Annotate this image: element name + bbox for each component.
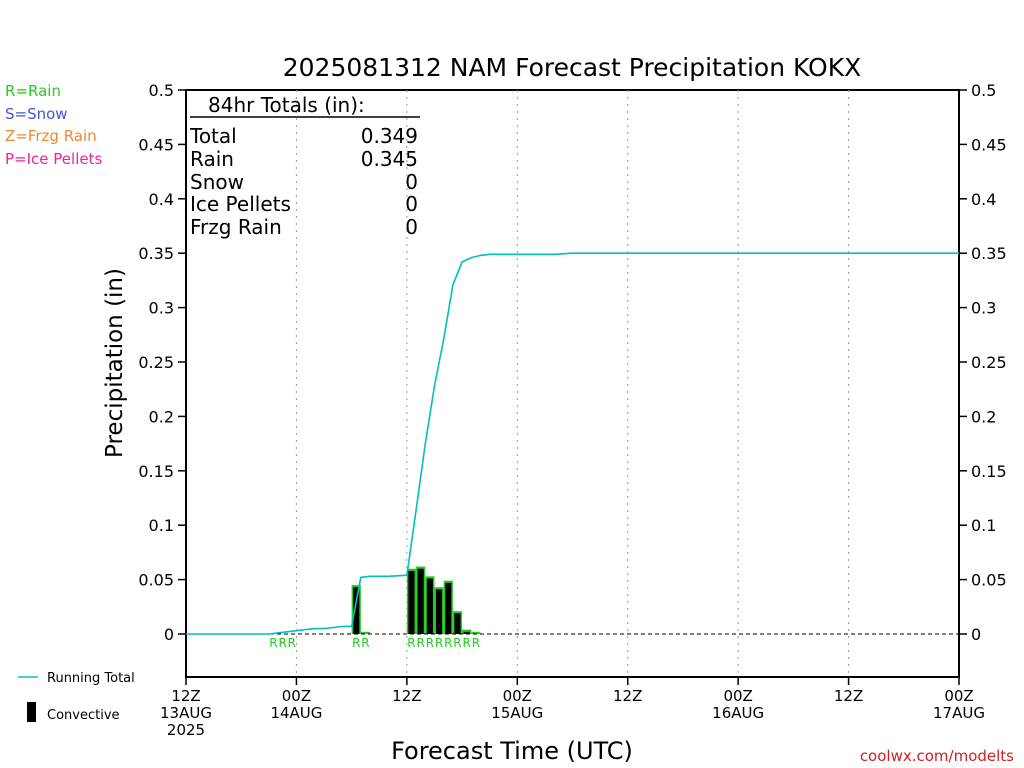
y-tick-label-right-2: 0.1 [971,516,996,535]
y-tick-label-right-10: 0.5 [971,81,996,100]
y-tick-label-right-0: 0 [971,625,981,644]
totals-label-frzg-rain: Frzg Rain [190,215,282,239]
convective-legend-swatch [27,702,36,722]
precip-marker-1: R [278,636,286,650]
precip-marker-11: R [463,636,471,650]
totals-box: 84hr Totals (in): Total 0.349 Rain 0.345… [189,93,420,239]
convective-bar-0 [353,587,360,634]
y-tick-label-left-10: 0.5 [149,81,174,100]
convective-bar-7 [454,613,461,634]
y-tick-label-left-5: 0.25 [138,353,174,372]
precip-marker-4: R [361,636,369,650]
legend-ice-pellets: P=Ice Pellets [5,150,102,168]
rain-bar-1 [360,631,371,634]
x-tick-label-1-0: 00Z [282,687,311,705]
precip-marker-9: R [444,636,452,650]
running-total-line [186,252,959,635]
precip-marker-6: R [416,636,424,650]
totals-label-ice-pellets: Ice Pellets [190,192,291,216]
bottom-legend: Running Total Convective [18,671,135,723]
convective-bar-8 [463,631,470,634]
x-tick-label-7-1: 17AUG [933,704,985,722]
convective-bar-3 [417,568,424,634]
x-tick-label-5-0: 00Z [723,687,752,705]
totals-value-frzg-rain: 0 [405,215,418,239]
convective-bar-5 [435,589,443,634]
y-tick-label-right-7: 0.35 [971,244,1007,263]
running-total-legend-label: Running Total [47,671,135,686]
y-tick-label-left-2: 0.1 [149,516,174,535]
x-tick-label-0-2: 2025 [167,721,205,739]
precip-marker-12: R [472,636,480,650]
x-tick-label-0-1: 13AUG [160,704,212,722]
legend-rain: R=Rain [5,82,61,100]
x-tick-label-6-0: 12Z [834,687,863,705]
totals-value-ice-pellets: 0 [405,192,418,216]
y-tick-label-left-0: 0 [164,625,174,644]
x-tick-label-5-1: 16AUG [712,704,764,722]
totals-label-rain: Rain [190,147,234,171]
y-axis-label: Precipitation (in) [102,268,128,458]
y-tick-label-left-3: 0.15 [138,462,174,481]
y-tick-label-left-6: 0.3 [149,299,174,318]
x-tick-label-3-0: 00Z [503,687,532,705]
y-tick-label-left-8: 0.4 [149,190,174,209]
precip-marker-5: R [407,636,415,650]
x-tick-label-7-0: 00Z [944,687,973,705]
precip-marker-3: R [352,636,360,650]
precip-marker-0: R [269,636,277,650]
y-tick-label-right-1: 0.05 [971,571,1007,590]
y-tick-label-right-6: 0.3 [971,299,996,318]
y-tick-label-right-9: 0.45 [971,135,1007,154]
y-axis-ticks: 0 00.05 0.050.1 0.10.15 0.150.2 0.20.25 0.250.… [138,81,1006,644]
x-tick-label-3-1: 15AUG [491,704,543,722]
convective-bar-4 [426,578,433,634]
y-tick-label-right-3: 0.15 [971,462,1007,481]
totals-value-total: 0.349 [361,124,418,148]
rain-bar-9 [471,631,481,634]
y-tick-label-left-7: 0.35 [138,244,174,263]
y-tick-label-right-8: 0.4 [971,190,996,209]
totals-label-total: Total [189,124,237,148]
legend-snow: S=Snow [5,105,68,123]
convective-bar-2 [408,570,415,634]
convective-legend-label: Convective [47,708,120,723]
totals-value-snow: 0 [405,170,418,194]
precip-marker-2: R [288,636,296,650]
x-tick-label-2-0: 12Z [392,687,421,705]
precip-marker-7: R [426,636,434,650]
plot-frame [185,89,960,678]
chart-title: 2025081312 NAM Forecast Precipitation KO… [283,53,862,82]
y-tick-label-left-4: 0.2 [149,407,174,426]
x-tick-label-0-0: 12Z [171,687,200,705]
precip-type-legend: R=Rain S=Snow Z=Frzg Rain P=Ice Pellets [5,82,102,168]
y-tick-label-left-9: 0.45 [138,135,174,154]
x-tick-label-1-1: 14AUG [270,704,322,722]
x-tick-label-4-0: 12Z [613,687,642,705]
y-tick-label-left-1: 0.05 [138,571,174,590]
bar-series [351,566,481,634]
totals-heading: 84hr Totals (in): [208,93,365,117]
y-tick-label-right-4: 0.2 [971,407,996,426]
legend-frzg-rain: Z=Frzg Rain [5,127,97,145]
credit-text: coolwx.com/modelts [860,747,1014,765]
x-axis-label: Forecast Time (UTC) [391,737,633,765]
totals-value-rain: 0.345 [361,147,418,171]
totals-label-snow: Snow [190,170,244,194]
grid [295,90,850,677]
convective-bar-6 [445,582,452,634]
y-tick-label-right-5: 0.25 [971,353,1007,372]
precip-marker-8: R [435,636,443,650]
precip-marker-10: R [453,636,461,650]
